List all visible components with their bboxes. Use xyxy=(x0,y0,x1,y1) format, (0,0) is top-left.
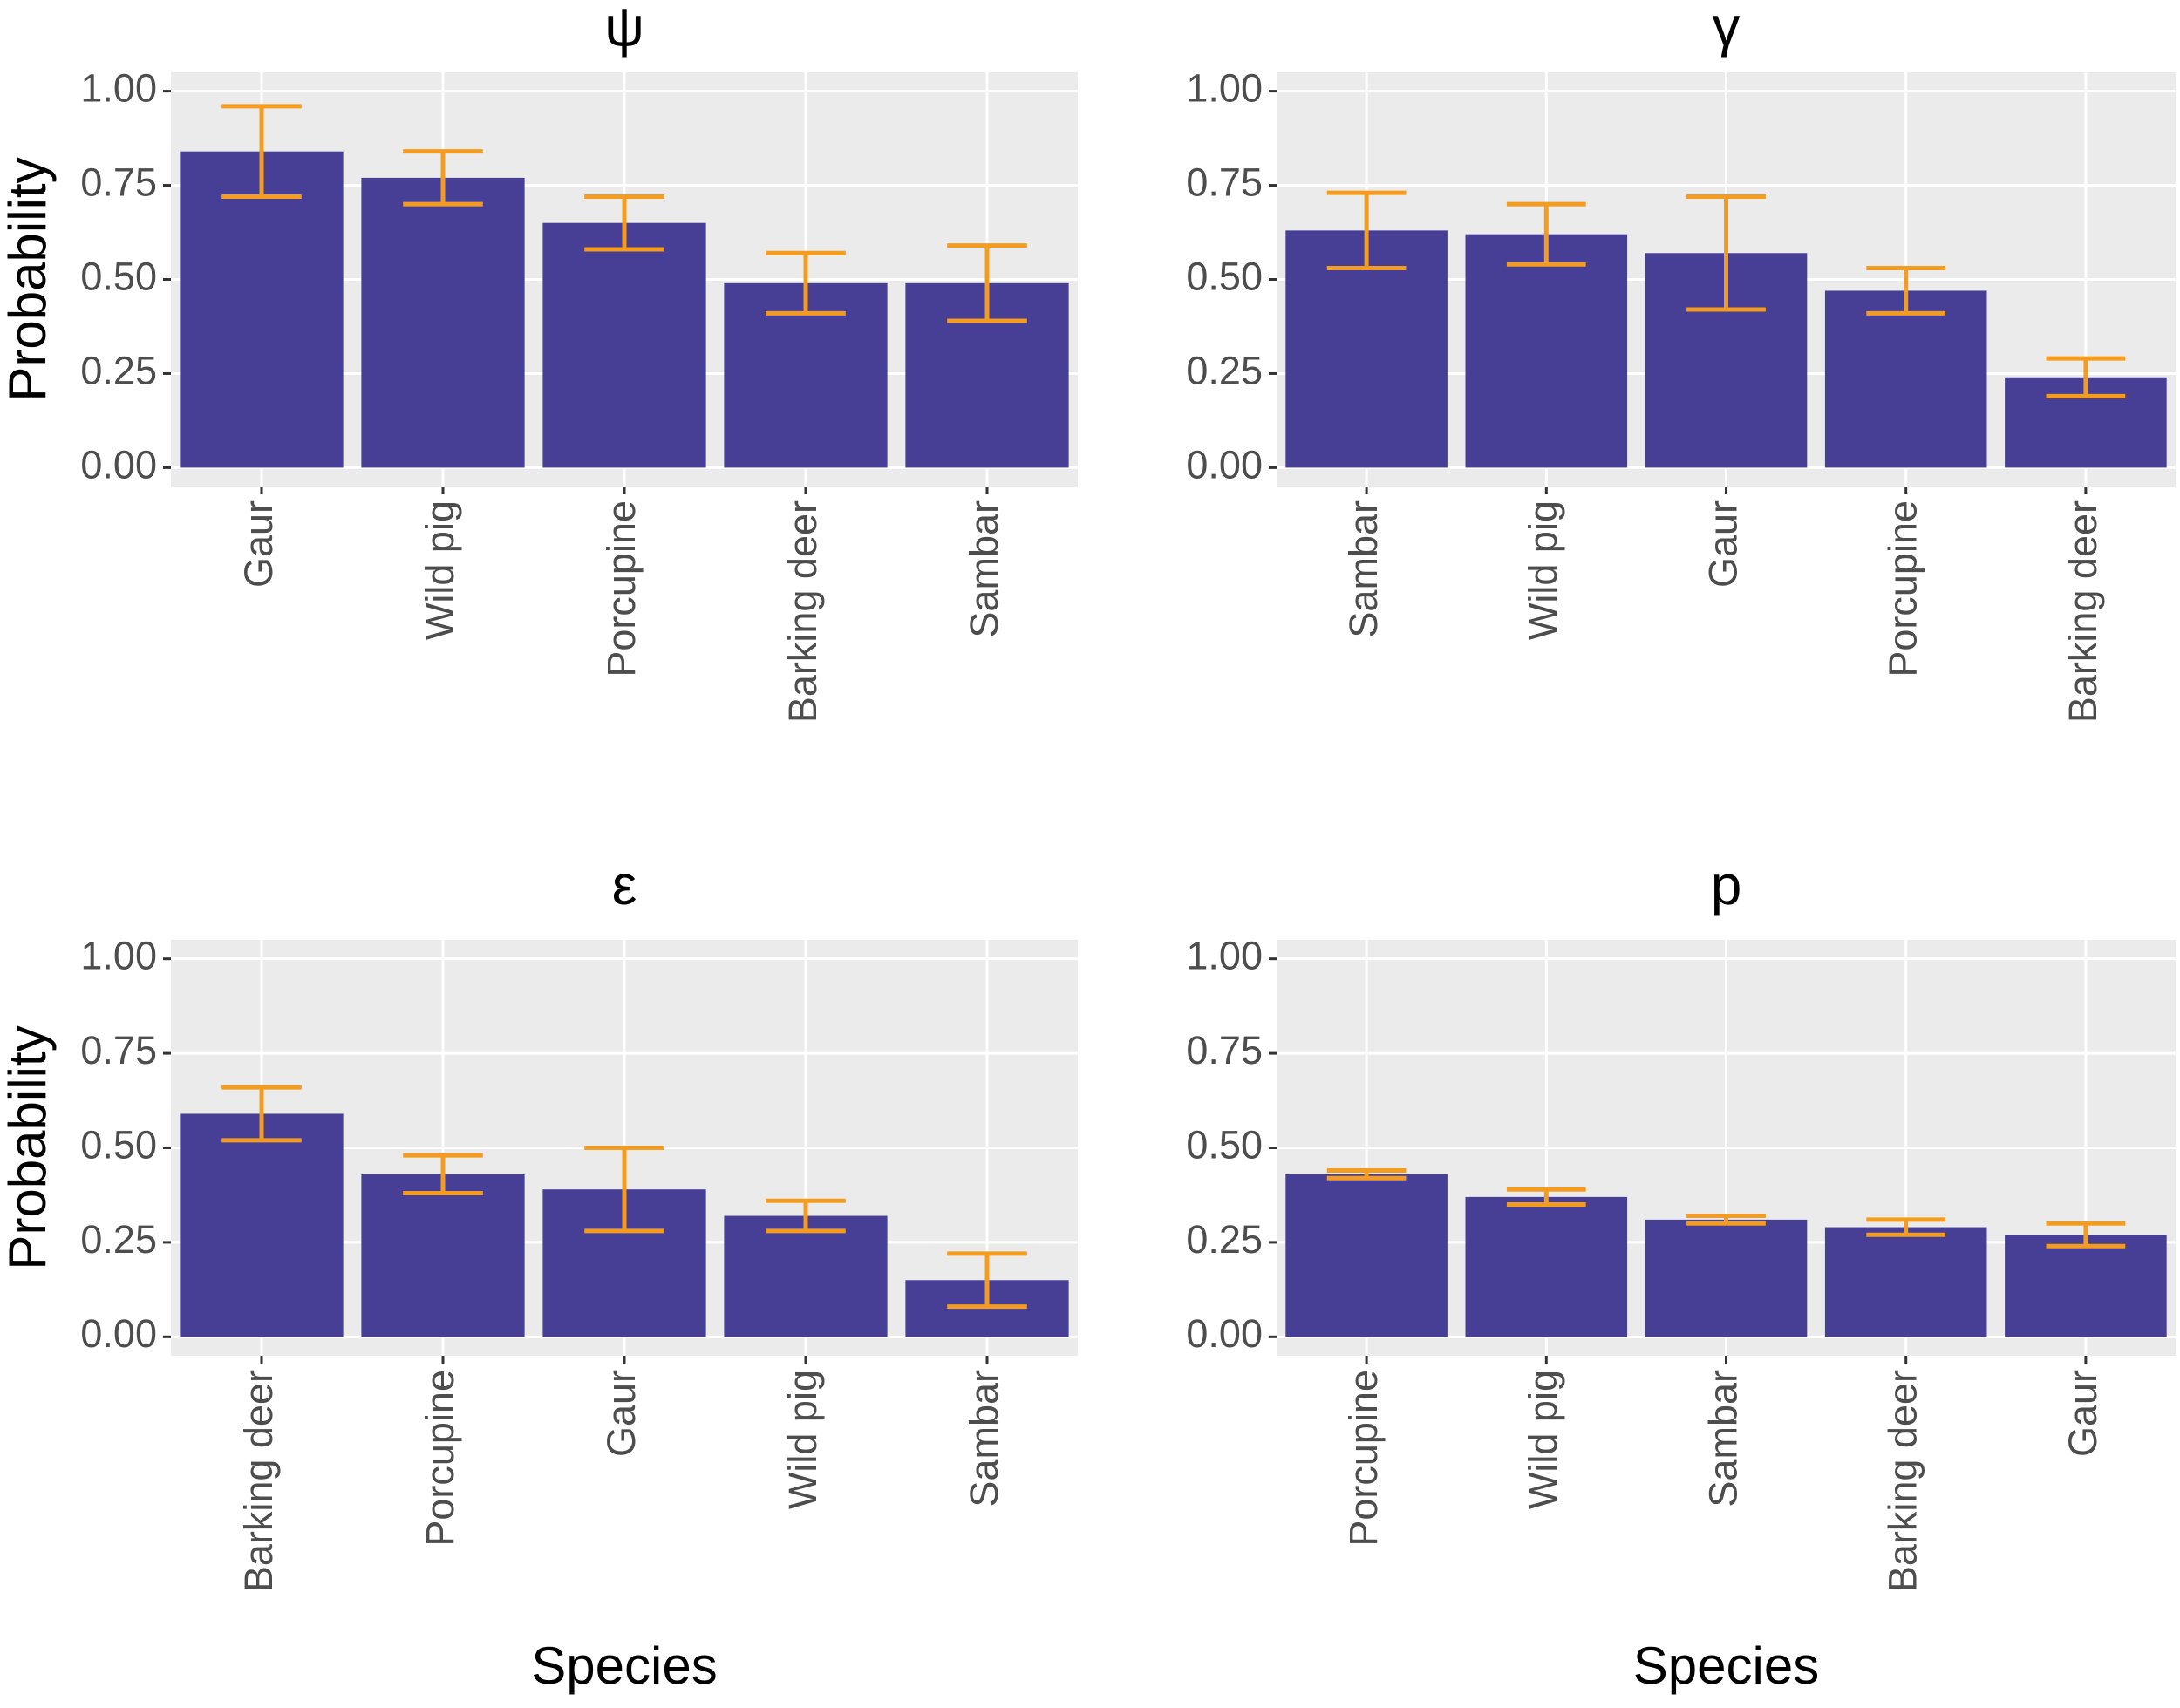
x-tick-label: Barking deer xyxy=(780,500,825,723)
x-tick-label: Barking deer xyxy=(236,1370,281,1592)
bar xyxy=(180,151,344,468)
x-tick-label: Wild pig xyxy=(780,1370,825,1509)
x-tick-label: Porcupine xyxy=(1881,500,1925,677)
error-bar xyxy=(1326,190,1407,271)
x-tick-label: Gaur xyxy=(236,500,281,588)
bar xyxy=(1465,1196,1628,1337)
error-bar xyxy=(947,243,1027,323)
x-tick-label: Sambar xyxy=(1700,1370,1745,1507)
y-tick-label: 0.50 xyxy=(1186,1122,1263,1167)
y-tick-label: 0.50 xyxy=(80,254,157,298)
x-tick-label: Porcupine xyxy=(599,500,644,677)
error-bar xyxy=(584,1146,664,1234)
x-tick-label: Gaur xyxy=(599,1370,644,1457)
error-bar xyxy=(1866,266,1946,316)
y-tick-label: 0.50 xyxy=(80,1122,157,1167)
error-bar xyxy=(1326,1168,1407,1181)
x-tick-label: Wild pig xyxy=(1521,500,1565,640)
bar xyxy=(180,1113,344,1337)
x-tick-label: Barking deer xyxy=(2061,500,2105,723)
chart-title: p xyxy=(1711,854,1742,916)
x-tick-label: Porcupine xyxy=(1341,1370,1386,1547)
x-tick-label: Barking deer xyxy=(1881,1370,1925,1592)
chart-title: ε xyxy=(612,854,637,916)
error-bar xyxy=(766,1198,846,1234)
bar xyxy=(361,1174,525,1337)
y-tick-label: 1.00 xyxy=(80,934,157,978)
chart-title: ψ xyxy=(604,0,644,58)
bar xyxy=(542,222,706,468)
error-bar xyxy=(2046,356,2126,398)
error-bar xyxy=(947,1251,1027,1310)
y-tick-label: 0.25 xyxy=(80,1217,157,1262)
error-bar xyxy=(1506,1187,1586,1208)
error-bar xyxy=(1686,1214,1766,1226)
y-tick-label: 0.75 xyxy=(1186,160,1263,204)
x-tick-label: Porcupine xyxy=(418,1370,462,1547)
x-tick-label: Sambar xyxy=(962,500,1006,638)
y-tick-label: 0.00 xyxy=(80,1311,157,1356)
x-tick-label: Sambar xyxy=(962,1370,1006,1507)
y-tick-label: 0.75 xyxy=(1186,1028,1263,1072)
error-bar xyxy=(2046,1221,2126,1249)
y-tick-label: 0.25 xyxy=(80,348,157,392)
bar xyxy=(1824,290,1987,468)
y-tick-label: 0.00 xyxy=(80,442,157,487)
bar xyxy=(1285,1174,1448,1337)
y-tick-label: 1.00 xyxy=(1186,934,1263,978)
y-axis-title: Probability xyxy=(0,157,57,401)
x-tick-label: Gaur xyxy=(2061,1370,2105,1457)
error-bar xyxy=(1686,194,1766,312)
y-tick-label: 0.25 xyxy=(1186,1217,1263,1262)
bar xyxy=(724,1215,888,1337)
x-tick-label: Gaur xyxy=(1700,500,1745,588)
x-tick-label: Wild pig xyxy=(1521,1370,1565,1509)
y-tick-label: 1.00 xyxy=(1186,65,1263,110)
x-tick-label: Sambar xyxy=(1341,500,1386,638)
error-bar xyxy=(766,250,846,316)
bar xyxy=(361,177,525,468)
y-tick-label: 0.50 xyxy=(1186,254,1263,298)
error-bar xyxy=(1506,201,1586,267)
bar xyxy=(1465,234,1628,468)
error-bar xyxy=(221,104,302,199)
y-tick-label: 0.00 xyxy=(1186,442,1263,487)
error-bar xyxy=(403,149,483,207)
x-tick-label: Wild pig xyxy=(418,500,462,640)
x-axis-title: Species xyxy=(1633,1637,1819,1695)
y-axis-title: Probability xyxy=(0,1025,57,1269)
error-bar xyxy=(1866,1217,1946,1237)
y-tick-label: 0.75 xyxy=(80,160,157,204)
bar xyxy=(1824,1227,1987,1337)
y-tick-label: 0.00 xyxy=(1186,1311,1263,1356)
y-tick-label: 0.75 xyxy=(80,1028,157,1072)
bar xyxy=(1645,1219,1808,1337)
error-bar xyxy=(403,1153,483,1196)
y-tick-label: 0.25 xyxy=(1186,348,1263,392)
bar xyxy=(2005,1235,2167,1337)
y-tick-label: 1.00 xyxy=(80,65,157,110)
error-bar xyxy=(584,194,664,252)
chart-title: γ xyxy=(1713,0,1741,58)
x-axis-title: Species xyxy=(531,1637,717,1695)
error-bar xyxy=(221,1085,302,1143)
